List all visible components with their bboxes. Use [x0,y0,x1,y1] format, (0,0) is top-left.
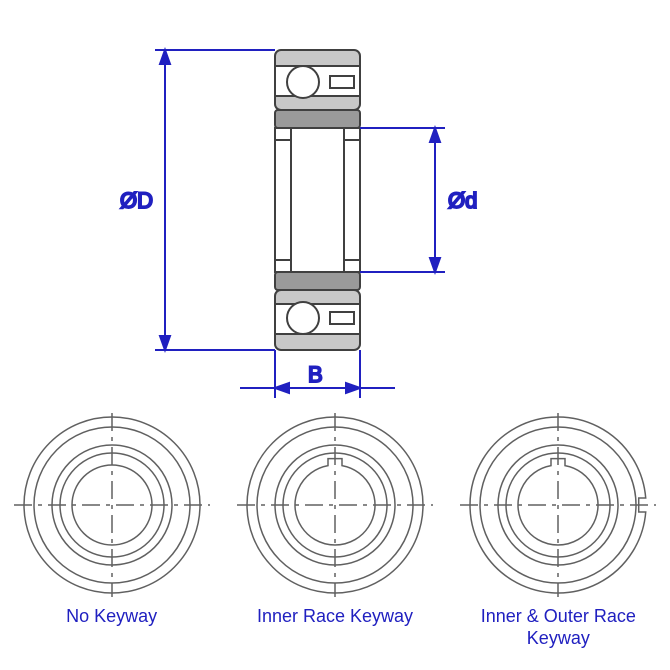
cross-section-svg: ØD Ød B [0,0,670,410]
ring-svg-no-keyway [12,410,212,600]
variants-row: No Keyway Inner Race Keyway Inner & Oute… [0,410,670,670]
label-width: B [308,362,323,387]
ring-svg-inner-outer-keyway [458,410,658,600]
variant-inner-outer-keyway: Inner & Outer Race Keyway [451,410,666,649]
label-outer-dia: ØD [120,188,153,213]
dim-inner-diameter: Ød [360,128,477,272]
variant-label: No Keyway [66,606,157,628]
variant-label: Inner & Outer Race Keyway [451,606,666,649]
cross-section-panel: ØD Ød B [0,0,670,410]
ring-svg-inner-keyway [235,410,435,600]
variant-inner-keyway: Inner Race Keyway [227,410,442,628]
diagram-container: ØD Ød B N [0,0,670,670]
variant-no-keyway: No Keyway [4,410,219,628]
dim-outer-diameter: ØD [120,50,275,350]
label-inner-dia: Ød [448,188,477,213]
bearing-body [275,50,360,350]
variant-label: Inner Race Keyway [257,606,413,628]
dim-width: B [240,350,395,398]
